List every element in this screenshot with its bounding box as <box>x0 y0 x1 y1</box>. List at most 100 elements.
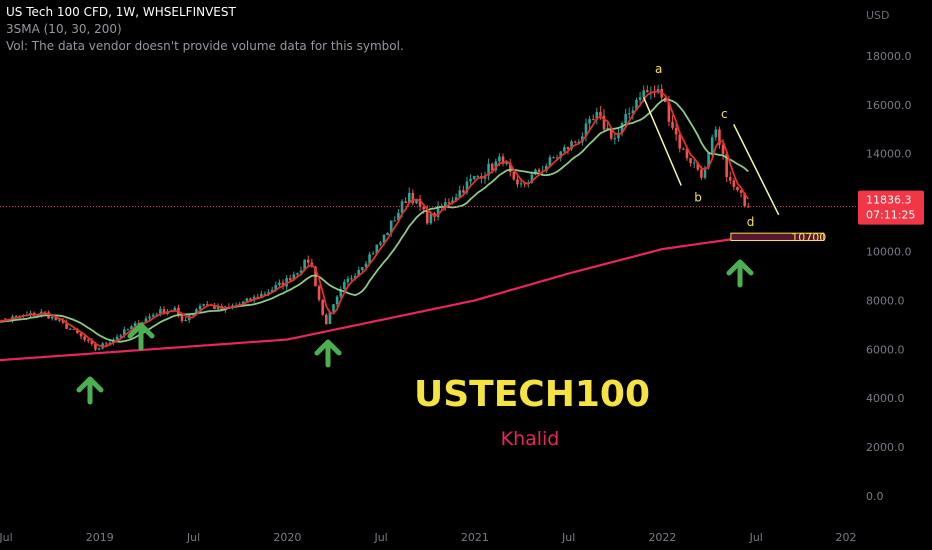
candle-body <box>505 162 508 165</box>
candle-body <box>65 322 68 329</box>
candle-body <box>728 177 732 181</box>
candle-body <box>411 192 415 204</box>
price-tick-label: 4000.0 <box>866 392 905 405</box>
candle-body <box>476 176 480 178</box>
candle-body <box>418 198 422 207</box>
candle-body <box>678 134 682 149</box>
candle-body <box>397 212 400 221</box>
time-tick-label: Jul <box>561 531 575 544</box>
candle-body <box>631 110 635 114</box>
candle-body <box>379 242 382 245</box>
candle-body <box>436 205 440 217</box>
candle-body <box>703 167 707 178</box>
symbol-title[interactable]: US Tech 100 CFD, 1W, WHSELFINVEST <box>6 5 236 19</box>
candle-body <box>314 266 317 287</box>
candle-body <box>422 206 425 210</box>
candle-body <box>552 157 555 159</box>
price-tick-label: 10000.0 <box>866 246 912 259</box>
candle-body <box>689 158 692 164</box>
candle-body <box>296 273 299 275</box>
candle-body <box>335 296 339 305</box>
candle-body <box>714 129 718 138</box>
sma-30-line <box>0 98 749 343</box>
time-tick-label: Jul <box>373 531 387 544</box>
candle-body <box>94 343 97 350</box>
candle-body <box>231 305 234 307</box>
candle-body <box>119 335 122 337</box>
annotations-layer: 10700 a b c d <box>76 62 826 405</box>
candle-body <box>389 220 393 233</box>
time-scale[interactable]: Jul 2019 Jul 2020 Jul 2021 Jul 2022 Jul 202 <box>0 531 857 544</box>
price-scale[interactable]: USD 18000.016000.014000.012000.010000.08… <box>858 9 924 503</box>
candle-body <box>58 319 61 321</box>
sma-200-line <box>0 235 749 362</box>
candle-body <box>620 123 624 133</box>
candle-body <box>674 127 678 135</box>
candle-body <box>707 152 710 168</box>
candle-body <box>588 119 591 124</box>
candle-body <box>465 181 469 193</box>
candle-body <box>364 263 368 268</box>
candle-body <box>609 127 613 139</box>
candle-body <box>61 319 65 323</box>
candle-body <box>3 318 7 320</box>
candle-body <box>202 304 205 306</box>
candle-body <box>357 269 361 277</box>
candle-body <box>573 141 577 143</box>
candle-body <box>447 202 451 204</box>
candle-body <box>545 165 548 171</box>
candle-body <box>700 169 703 178</box>
indicator-legend[interactable]: 3SMA (10, 30, 200) <box>6 22 122 36</box>
candle-body <box>162 309 166 314</box>
time-tick-label: 2022 <box>648 531 676 544</box>
sma-200-line-layer <box>0 235 749 362</box>
candle-body <box>559 151 563 158</box>
candle-body <box>393 220 397 222</box>
wave-label-c: c <box>721 107 728 121</box>
support-zone-box <box>730 232 825 241</box>
candle-body <box>54 316 58 321</box>
candle-body <box>173 307 177 311</box>
candle-body <box>249 298 252 301</box>
candle-body <box>400 201 404 213</box>
candle-body <box>642 90 645 98</box>
candle-body <box>123 329 126 336</box>
candle-body <box>343 281 346 289</box>
candle-body <box>130 326 133 330</box>
wave-label-d: d <box>747 215 755 229</box>
candle-body <box>242 301 245 304</box>
candle-body <box>68 328 72 330</box>
last-price-label: 11836.3 <box>866 194 912 207</box>
price-tick-label: 6000.0 <box>866 343 905 356</box>
candle-body <box>404 201 407 204</box>
candle-body <box>159 309 162 315</box>
candle-body <box>50 316 54 319</box>
candle-body <box>368 254 371 264</box>
candle-body <box>454 197 458 201</box>
candle-body <box>339 288 343 297</box>
candle-body <box>725 153 728 178</box>
sma-10-line-layer <box>0 90 750 348</box>
time-tick-label: 2021 <box>461 531 489 544</box>
candle-body <box>263 293 267 295</box>
candle-body <box>350 278 353 280</box>
candle-body <box>595 112 599 120</box>
candle-body <box>198 305 202 310</box>
candle-body <box>180 314 184 321</box>
candle-body <box>671 121 674 128</box>
candle-body <box>472 176 476 179</box>
candle-body <box>563 147 566 152</box>
candle-body <box>353 276 357 279</box>
candle-body <box>519 183 523 185</box>
candle-body <box>577 141 581 143</box>
candle-body <box>260 293 263 299</box>
candle-body <box>274 285 278 290</box>
countdown-label: 07:11:25 <box>866 209 915 222</box>
candle-body <box>317 286 321 300</box>
price-tick-label: 18000.0 <box>866 50 912 63</box>
candle-body <box>512 172 516 180</box>
candle-body <box>382 235 386 243</box>
candle-body <box>721 144 725 154</box>
